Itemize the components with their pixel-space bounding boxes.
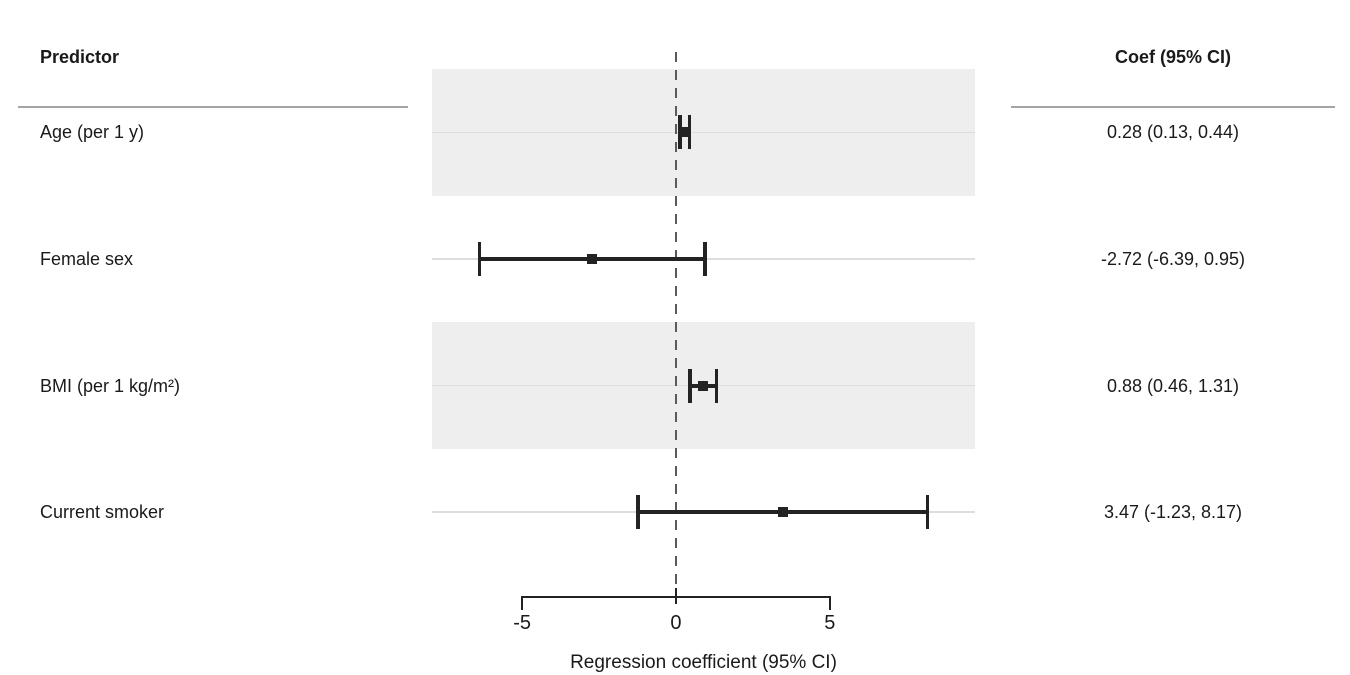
ci-cap-high [703,241,707,276]
coef-column-header: Coef (95% CI) [1114,47,1231,67]
x-axis-tick [828,596,831,610]
coef-ci-value: -2.72 (-6.39, 0.95) [1100,248,1246,269]
x-axis-tick-label: 5 [824,612,836,634]
point-estimate-marker [587,253,598,264]
point-estimate-marker [777,507,788,518]
ci-cap-low [688,368,692,403]
predictor-label: Age (per 1 y) [40,122,145,143]
ci-cap-low [477,241,482,276]
coef-ci-value: 3.47 (-1.23, 8.17) [1103,502,1243,523]
x-axis-tick-label: -5 [513,612,532,634]
predictor-label: Current smoker [40,502,165,523]
coef-ci-value: 0.28 (0.13, 0.44) [1106,122,1240,143]
header-separator-left [18,106,408,108]
x-axis-tick [674,588,677,604]
row-gridline [432,131,975,134]
header-separator-right [1011,106,1335,108]
point-estimate-marker [679,127,690,138]
ci-cap-high [714,368,719,403]
predictor-column-header: Predictor [40,47,120,67]
zero-reference-line [674,52,678,597]
x-axis-tick-label: 0 [670,612,682,634]
ci-cap-high [925,495,930,530]
ci-cap-low [636,495,640,530]
x-axis-tick [521,596,524,610]
error-bars-layer [432,69,975,576]
predictor-label: BMI (per 1 kg/m²) [40,375,181,396]
point-estimate-marker [698,380,709,391]
coef-ci-value: 0.88 (0.46, 1.31) [1106,375,1240,396]
x-axis-title: Regression coefficient (95% CI) [570,652,837,673]
predictor-label: Female sex [40,248,134,269]
